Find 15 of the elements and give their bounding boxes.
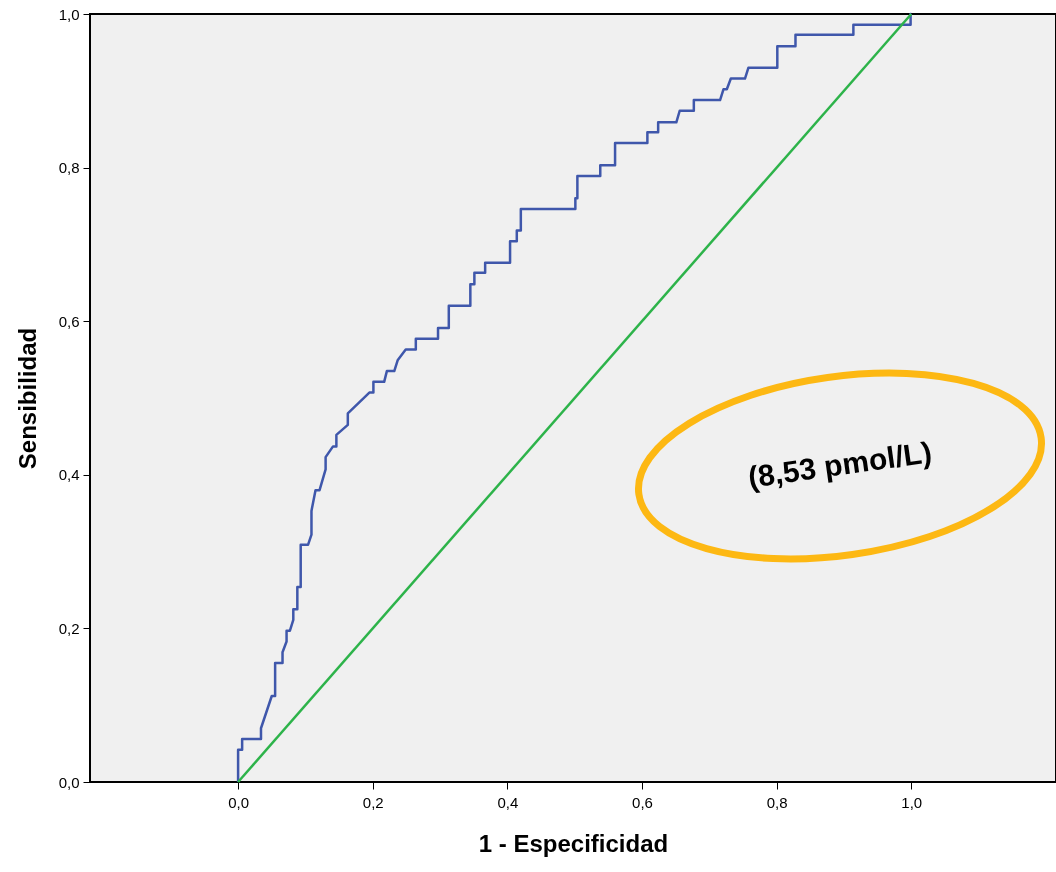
y-tick-label: 1,0 — [58, 5, 80, 23]
x-tick-label: 0,8 — [766, 793, 788, 811]
y-tick-label: 0,2 — [58, 619, 80, 637]
x-tick-label: 0,4 — [497, 793, 519, 811]
y-tick-label: 0,6 — [58, 312, 80, 330]
x-axis-title: 1 - Especificidad — [478, 829, 669, 857]
y-axis-title: Sensibilidad — [13, 327, 41, 470]
y-tick-label: 0,8 — [58, 159, 80, 177]
x-tick-label: 0,6 — [632, 793, 653, 811]
x-tick-label: 0,2 — [362, 793, 384, 811]
y-tick-label: 0,0 — [58, 773, 80, 791]
annotation: (8,53 pmol/L) — [745, 435, 934, 494]
x-tick-label: 1,0 — [901, 793, 923, 811]
y-tick-label: 0,4 — [58, 466, 80, 484]
x-tick-label: 0,0 — [228, 793, 250, 811]
